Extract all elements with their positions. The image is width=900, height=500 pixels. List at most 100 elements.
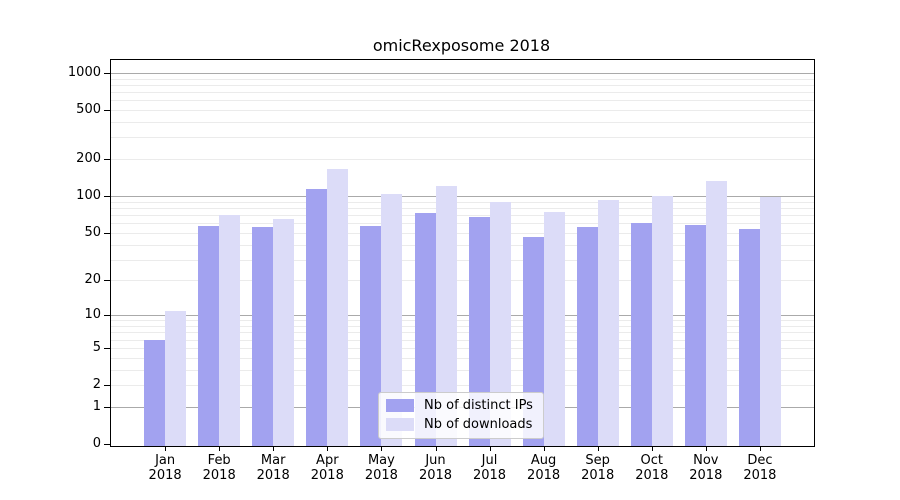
gridline	[111, 159, 814, 161]
bar-downloads-dec	[759, 196, 781, 446]
legend-label-downloads: Nb of downloads	[424, 417, 533, 432]
y-tick-label: 200	[76, 151, 101, 167]
y-tick-label: 100	[76, 188, 101, 204]
bar-distinct-ips-jan	[144, 339, 166, 446]
gridline	[111, 369, 814, 371]
gridline	[111, 326, 814, 327]
bar-distinct-ips-sep	[576, 226, 598, 446]
gridline	[111, 232, 814, 234]
y-tick-label: 2	[92, 377, 101, 392]
y-tick-mark	[104, 347, 111, 349]
x-tick-mark	[327, 446, 329, 451]
bar-distinct-ips-jul	[468, 216, 490, 446]
bar-downloads-feb	[219, 215, 241, 446]
gridline	[111, 315, 814, 317]
x-tick-label: Dec 2018	[743, 453, 777, 483]
y-tick-mark	[104, 315, 111, 317]
gridline	[111, 320, 814, 322]
x-tick-label: Nov 2018	[689, 453, 723, 483]
y-tick-mark	[104, 232, 111, 234]
x-tick-label: Aug 2018	[527, 453, 561, 483]
legend: Nb of distinct IPs Nb of downloads	[378, 392, 544, 439]
x-tick-mark	[219, 446, 221, 451]
gridline	[111, 223, 814, 225]
bar-distinct-ips-nov	[684, 224, 706, 446]
plot-area: Nb of distinct IPs Nb of downloads 1000 5…	[68, 59, 815, 483]
legend-swatch-downloads	[386, 418, 414, 431]
gridline	[111, 78, 814, 80]
bar-downloads-apr	[327, 169, 349, 446]
bar-distinct-ips-apr	[306, 188, 328, 446]
bar-downloads-oct	[651, 195, 673, 446]
bar-distinct-ips-mar	[252, 226, 274, 446]
x-tick-label: Apr 2018	[310, 453, 344, 483]
x-tick-mark	[543, 446, 545, 451]
bar-downloads-aug	[543, 212, 565, 446]
x-tick-label: Jul 2018	[472, 453, 507, 483]
y-tick-mark	[104, 196, 111, 198]
x-tick-mark	[381, 446, 383, 451]
x-tick-label: Feb 2018	[202, 453, 236, 483]
gridline	[111, 215, 814, 216]
gridline	[111, 201, 814, 203]
legend-entry-downloads: Nb of downloads	[386, 417, 533, 432]
y-tick-label: 50	[84, 224, 101, 240]
y-tick-mark	[104, 444, 111, 445]
gridline	[111, 110, 814, 111]
gridline	[111, 347, 814, 349]
legend-swatch-distinct-ips	[386, 399, 414, 412]
bar-downloads-jul	[489, 201, 511, 446]
x-tick-mark	[759, 446, 761, 451]
gridline	[111, 385, 814, 386]
gridline	[111, 72, 814, 74]
gridline	[111, 122, 814, 123]
x-tick-mark	[489, 446, 491, 451]
gridline	[111, 339, 814, 341]
gridline	[111, 244, 814, 246]
gridline	[111, 207, 814, 209]
bar-downloads-may	[381, 194, 403, 446]
bar-downloads-mar	[273, 218, 295, 446]
bar-downloads-sep	[597, 199, 619, 446]
x-tick-mark	[435, 446, 437, 451]
bar-downloads-nov	[705, 180, 727, 446]
bar-distinct-ips-dec	[738, 228, 760, 446]
y-tick-label: 1	[92, 398, 101, 414]
x-tick-label: Oct 2018	[635, 453, 669, 483]
x-tick-mark	[651, 446, 653, 451]
bar-distinct-ips-jun	[414, 212, 436, 446]
x-tick-mark	[165, 446, 167, 451]
gridline	[111, 100, 814, 102]
gridline	[111, 280, 814, 282]
bar-downloads-jan	[165, 310, 187, 446]
bar-distinct-ips-feb	[198, 225, 220, 446]
y-tick-label: 20	[84, 272, 101, 288]
x-tick-mark	[597, 446, 599, 451]
y-tick-label: 10	[84, 307, 101, 323]
x-tick-label: Sep 2018	[581, 453, 615, 483]
gridline	[111, 332, 814, 334]
legend-entry-distinct-ips: Nb of distinct IPs	[386, 398, 533, 413]
y-tick-mark	[104, 406, 111, 408]
bar-distinct-ips-oct	[630, 223, 652, 446]
chart-title: omicRexposome 2018	[372, 36, 551, 55]
gridline	[111, 259, 814, 261]
y-tick-mark	[104, 72, 111, 74]
y-tick-label: 1000	[67, 64, 101, 80]
x-tick-mark	[705, 446, 707, 451]
y-tick-mark	[104, 280, 111, 282]
gridline	[111, 357, 814, 359]
gridline	[111, 196, 814, 198]
y-tick-mark	[104, 159, 111, 161]
y-tick-label: 5	[92, 339, 101, 355]
legend-label-distinct-ips: Nb of distinct IPs	[424, 398, 533, 413]
gridline	[111, 92, 814, 93]
bar-downloads-jun	[435, 186, 457, 446]
x-tick-mark	[273, 446, 275, 451]
y-tick-label: 500	[76, 102, 101, 117]
y-tick-mark	[104, 110, 111, 111]
y-tick-mark	[104, 385, 111, 386]
gridline	[111, 137, 814, 139]
gridline	[111, 84, 814, 86]
